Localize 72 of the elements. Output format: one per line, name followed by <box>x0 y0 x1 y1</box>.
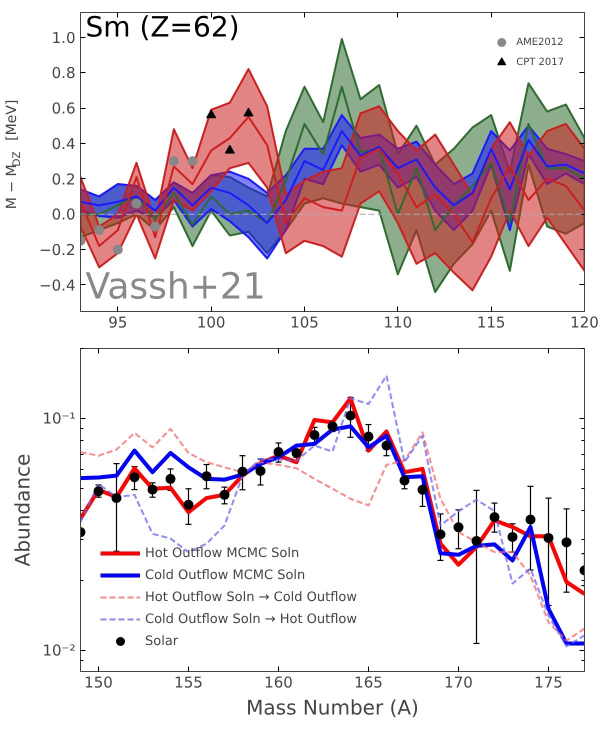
x-tick-label: 120 <box>570 314 599 332</box>
y-tick-label: 10⁻¹ <box>42 409 76 428</box>
point <box>166 474 176 484</box>
point <box>150 222 160 232</box>
point <box>292 448 302 458</box>
point <box>256 466 266 476</box>
point <box>224 144 235 154</box>
point <box>132 198 142 209</box>
point <box>94 225 104 236</box>
y-tick-label: 0.8 <box>52 64 76 82</box>
point <box>168 156 179 166</box>
point <box>94 486 104 496</box>
point <box>220 490 230 500</box>
y-tick-label: 0.6 <box>52 100 76 118</box>
x-tick-label: 150 <box>84 674 113 692</box>
point <box>454 522 464 532</box>
x-tick-label: 170 <box>444 674 473 692</box>
x-tick-label: 100 <box>196 314 226 332</box>
point <box>544 532 554 543</box>
point <box>148 484 158 495</box>
point <box>364 432 374 442</box>
y-tick-label: 10⁻² <box>42 641 76 660</box>
x-axis-title: Mass Number (A) <box>246 696 419 720</box>
x-tick-label: 115 <box>476 314 506 332</box>
legend-label: Hot Outflow MCMC Soln <box>145 544 300 562</box>
x-tick-label: 155 <box>174 674 203 692</box>
y-tick-label: 0.4 <box>52 134 76 153</box>
point <box>382 440 392 451</box>
y-axis-title: M − MDZ [MeV] <box>4 100 23 210</box>
y-tick-label: −0.4 <box>39 276 76 294</box>
point <box>130 472 140 482</box>
point <box>206 109 216 118</box>
point <box>472 536 482 546</box>
y-tick-label: 0.0 <box>52 206 76 224</box>
point <box>436 529 446 540</box>
annotation: Vassh+21 <box>86 266 266 308</box>
point <box>112 493 122 504</box>
point <box>112 244 123 255</box>
x-tick-label: 160 <box>264 674 293 692</box>
y-tick-label: 1.0 <box>52 28 76 47</box>
legend-label: Hot Outflow Soln → Cold Outflow <box>145 588 358 606</box>
point <box>400 476 410 486</box>
x-tick-label: 165 <box>354 674 383 692</box>
point <box>188 156 198 166</box>
point <box>508 532 518 542</box>
y-axis-title: Abundance <box>10 454 34 566</box>
legend-label: CPT 2017 <box>516 56 564 68</box>
point <box>274 446 284 457</box>
point <box>562 537 572 548</box>
point <box>490 512 500 522</box>
legend-label: AME2012 <box>516 36 564 48</box>
x-tick-label: 105 <box>290 314 319 332</box>
y-tick-label: 0.2 <box>52 170 76 188</box>
x-tick-label: 110 <box>384 314 412 332</box>
annotation: Sm (Z=62) <box>86 10 240 44</box>
point <box>238 466 248 477</box>
legend-label: Cold Outflow Soln → Hot Outflow <box>145 610 358 628</box>
x-tick-label: 95 <box>108 314 128 332</box>
point <box>202 471 212 482</box>
y-tick-label: −0.2 <box>39 241 76 260</box>
point <box>184 500 194 510</box>
point <box>526 514 536 525</box>
point <box>310 430 320 440</box>
point <box>244 108 254 116</box>
legend-label: Cold Outflow MCMC Soln <box>145 566 306 584</box>
point <box>418 484 428 495</box>
x-tick-label: 175 <box>534 674 563 692</box>
point <box>346 410 356 421</box>
line-series <box>80 130 584 224</box>
legend-label: Solar <box>145 632 178 650</box>
line-series <box>80 374 584 648</box>
line-series <box>80 86 584 232</box>
